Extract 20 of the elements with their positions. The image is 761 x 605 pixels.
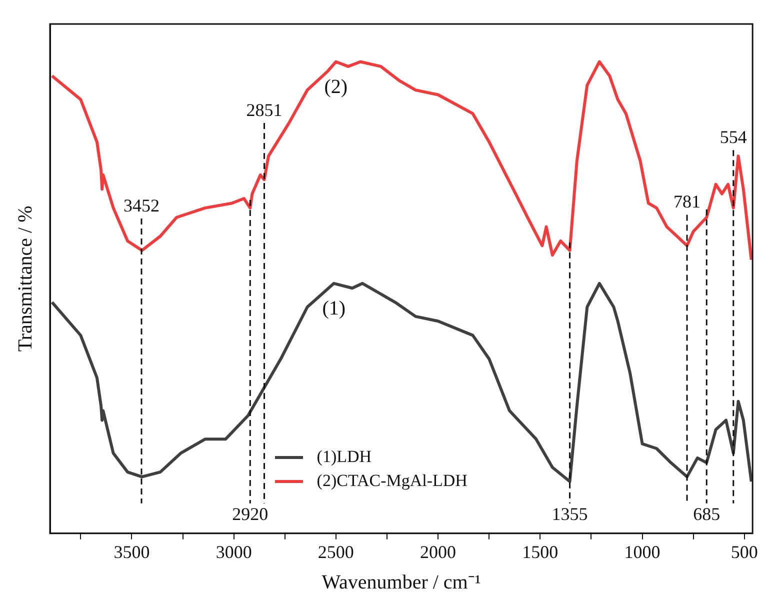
x-tick-label: 1000 bbox=[624, 542, 660, 562]
x-tick-label: 500 bbox=[730, 542, 758, 562]
x-tick-label: 3000 bbox=[216, 542, 252, 562]
ref-line-label: 2851 bbox=[246, 100, 282, 120]
x-tick-label: 2500 bbox=[318, 542, 354, 562]
y-axis-title: Transmittance / % bbox=[14, 206, 36, 352]
x-tick-label: 2000 bbox=[420, 542, 456, 562]
ref-line-label: 1355 bbox=[552, 504, 588, 524]
legend-label: (2)CTAC-MgAl-LDH bbox=[316, 471, 468, 492]
annotation: (2) bbox=[324, 76, 348, 98]
ref-line-label: 685 bbox=[693, 504, 720, 524]
x-axis-title: Wavenumber / cm⁻¹ bbox=[322, 571, 481, 594]
ref-line-label: 781 bbox=[674, 191, 701, 212]
ref-line-label: 2920 bbox=[232, 504, 268, 524]
annotation: (1) bbox=[322, 298, 346, 320]
legend-label: (1)LDH bbox=[316, 447, 372, 468]
ref-line-label: 554 bbox=[720, 126, 747, 147]
ref-line-label: 3452 bbox=[124, 195, 160, 216]
x-tick-label: 3500 bbox=[114, 542, 150, 562]
x-tick-label: 1500 bbox=[522, 542, 558, 562]
